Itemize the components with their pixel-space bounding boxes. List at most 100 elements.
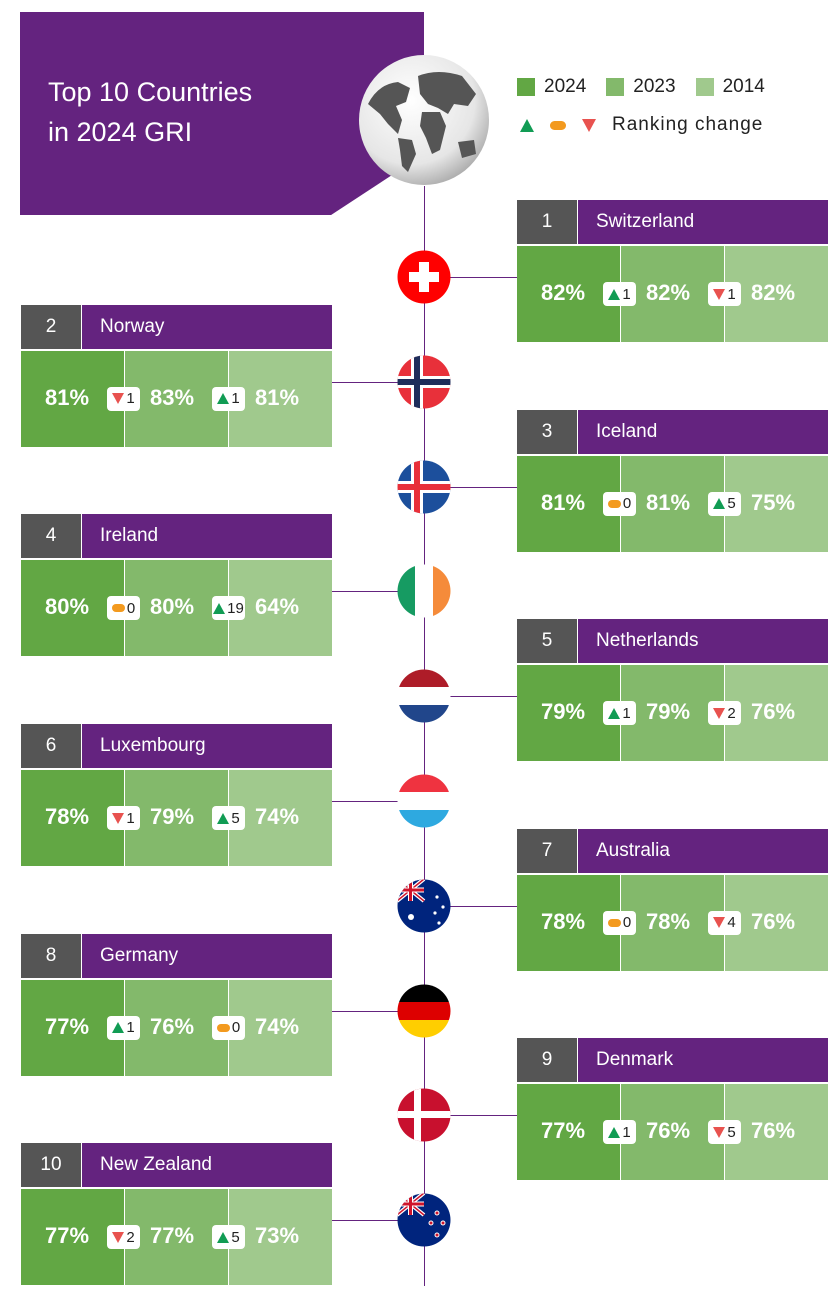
country-name: Norway	[82, 304, 332, 349]
score-cell-2014	[228, 770, 332, 866]
country-card-germany: 8 Germany 77% 76% 74% 1 0	[21, 933, 332, 1076]
card-header: 9 Denmark	[517, 1038, 828, 1083]
rank-number: 9	[517, 1038, 577, 1083]
rank-change-badge: 5	[212, 1225, 245, 1250]
rank-number: 10	[21, 1143, 81, 1188]
rank-change-value: 1	[126, 809, 135, 827]
legend-label: 2024	[544, 76, 587, 97]
rank-up-icon	[217, 812, 230, 824]
score-cells: 79% 79% 76% 1 2	[517, 665, 828, 762]
rank-change-value: 1	[126, 1019, 135, 1037]
country-name: Australia	[578, 828, 828, 873]
score-cells: 78% 78% 76% 0 4	[517, 874, 828, 971]
rank-change-badge: 5	[212, 806, 245, 830]
connector-line	[332, 591, 424, 593]
score-2014: 64%	[254, 594, 300, 620]
rank-up-icon	[520, 118, 534, 132]
score-2023: 77%	[149, 1223, 195, 1249]
score-2024: 80%	[44, 594, 90, 620]
score-2024: 77%	[44, 1223, 90, 1249]
score-2023: 81%	[645, 489, 691, 515]
rank-change-value: 2	[126, 1228, 135, 1246]
rank-number: 7	[517, 828, 577, 873]
legend-swatch	[517, 78, 535, 96]
rank-up-icon	[608, 1126, 621, 1138]
score-cell-2014	[228, 979, 332, 1076]
rank-change-badge: 5	[708, 1120, 741, 1145]
legend-item-2023: 2023	[606, 76, 676, 98]
country-name: Netherlands	[578, 619, 828, 664]
rank-change-badge: 0	[603, 491, 636, 516]
card-header: 6 Luxembourg	[21, 724, 332, 768]
connector-line	[424, 277, 517, 278]
score-cell-2023	[124, 770, 228, 866]
score-2014: 76%	[750, 699, 796, 725]
legend: 2024 2023 2014 Ranking change	[517, 74, 785, 138]
score-2023: 76%	[645, 1118, 691, 1144]
score-2014: 76%	[750, 908, 796, 934]
rank-number: 4	[21, 514, 81, 559]
rank-up-icon	[217, 1231, 230, 1243]
score-2014: 76%	[750, 1118, 796, 1144]
score-2024: 77%	[540, 1118, 586, 1144]
rank-change-value: 2	[727, 704, 736, 722]
page-title: Top 10 Countries in 2024 GRI	[48, 72, 252, 152]
score-cell-2024	[21, 560, 124, 657]
rank-change-badge: 1	[212, 386, 245, 411]
score-cell-2024	[21, 770, 124, 866]
rank-number: 2	[21, 304, 81, 349]
country-name: Luxembourg	[82, 724, 332, 768]
rank-same-icon	[550, 120, 566, 130]
country-card-iceland: 3 Iceland 81% 81% 75% 0 5	[517, 409, 828, 552]
card-header: 1 Switzerland	[517, 200, 828, 244]
score-cells: 80% 80% 64% 0 19	[21, 560, 332, 657]
country-card-new-zealand: 10 New Zealand 77% 77% 73% 2 5	[21, 1143, 332, 1286]
score-2023: 83%	[149, 384, 195, 410]
score-cell-2024	[517, 874, 620, 971]
score-2023: 80%	[149, 594, 195, 620]
rank-change-value: 5	[727, 1123, 736, 1141]
country-card-ireland: 4 Ireland 80% 80% 64% 0 19	[21, 514, 332, 657]
score-2014: 74%	[254, 1013, 300, 1039]
rank-change-value: 5	[231, 809, 240, 827]
flag-au-icon	[397, 879, 451, 933]
rank-down-icon	[582, 118, 596, 132]
globe-icon	[359, 55, 489, 185]
score-cell-2014	[724, 665, 828, 762]
connector-line	[424, 905, 517, 907]
score-2023: 78%	[645, 908, 691, 934]
rank-change-badge: 1	[107, 1015, 140, 1040]
score-cells: 81% 81% 75% 0 5	[517, 455, 828, 552]
score-cell-2024	[517, 665, 620, 762]
rank-change-badge: 2	[708, 701, 741, 726]
score-cell-2014	[724, 246, 828, 342]
score-2023: 76%	[149, 1013, 195, 1039]
country-name: Switzerland	[578, 200, 828, 244]
score-cell-2023	[620, 665, 724, 762]
connector-line	[424, 696, 517, 698]
title-banner	[20, 12, 424, 215]
rank-change-value: 1	[622, 285, 631, 303]
score-cells: 82% 82% 82% 1 1	[517, 246, 828, 342]
score-cells: 78% 79% 74% 1 5	[21, 770, 332, 866]
rank-change-value: 1	[622, 1123, 631, 1141]
card-header: 2 Norway	[21, 304, 332, 349]
rank-change-badge: 1	[708, 282, 741, 306]
card-header: 7 Australia	[517, 828, 828, 873]
country-name: Iceland	[578, 409, 828, 454]
title-line-2: in 2024 GRI	[48, 117, 193, 147]
rank-change-value: 5	[727, 495, 736, 513]
score-cell-2024	[21, 979, 124, 1076]
score-cell-2023	[620, 874, 724, 971]
rank-change-badge: 0	[603, 910, 636, 935]
rank-change-value: 5	[231, 1228, 240, 1246]
legend-label: 2014	[722, 76, 765, 97]
score-cell-2023	[620, 455, 724, 552]
rank-change-badge: 19	[212, 596, 245, 621]
card-header: 4 Ireland	[21, 514, 332, 559]
timeline-line	[424, 186, 425, 1286]
score-2014: 74%	[254, 804, 300, 829]
rank-same-icon	[111, 604, 125, 613]
connector-line	[332, 1010, 424, 1012]
